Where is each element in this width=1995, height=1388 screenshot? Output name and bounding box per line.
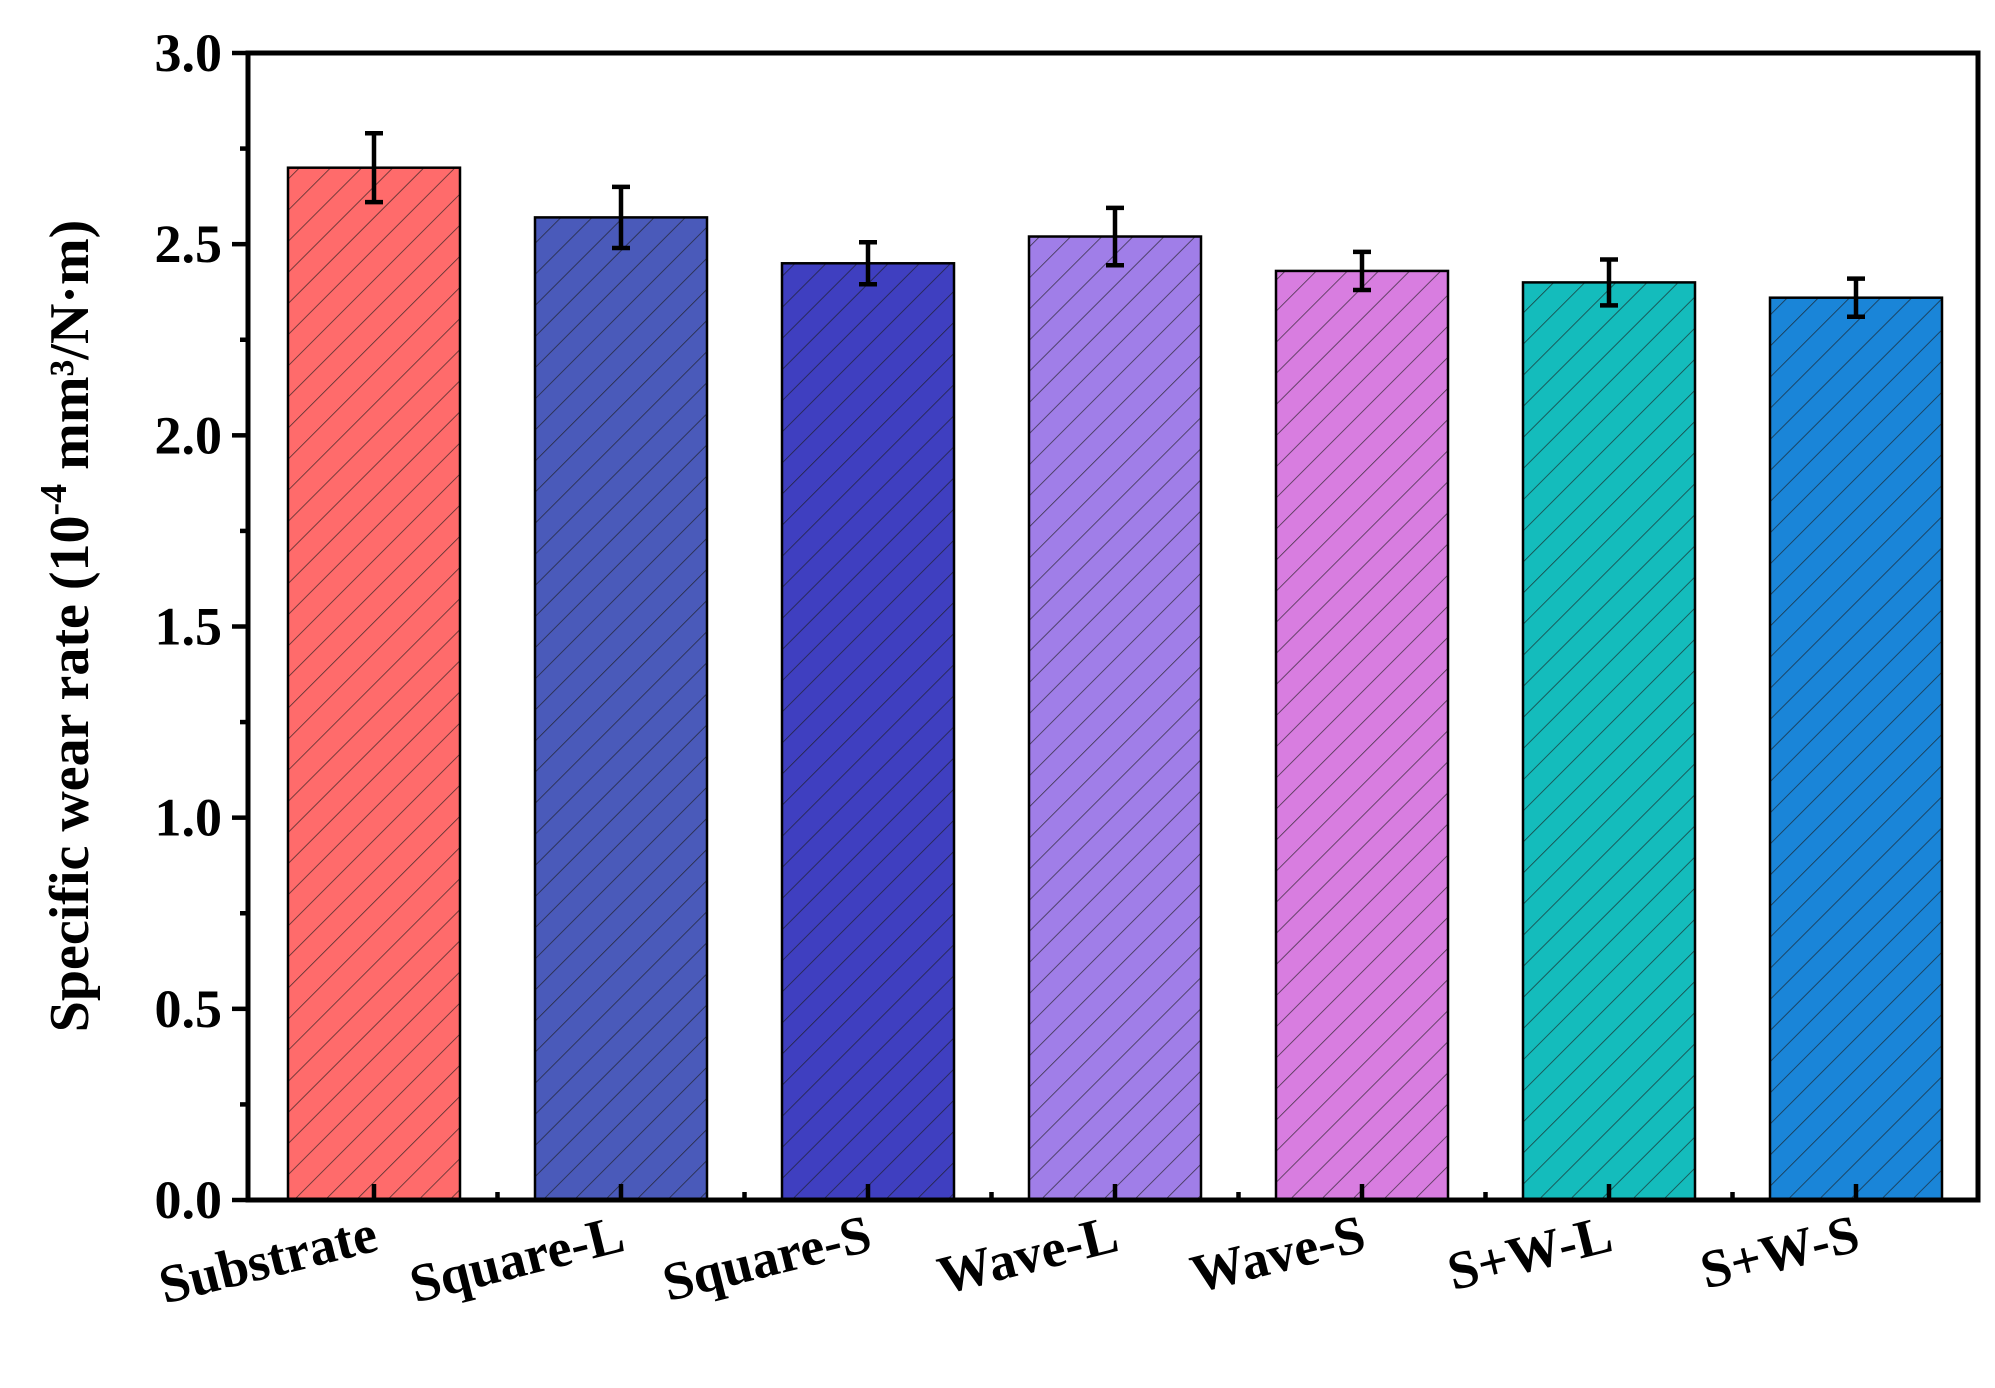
y-tick-label-0: 0.0 [155, 1170, 223, 1230]
y-axis-title-superscript: -4 [33, 484, 75, 516]
x-tick-label-2: Square-S [657, 1203, 877, 1313]
x-tick-label-3: Wave-L [932, 1203, 1124, 1305]
error-bar-6 [1847, 276, 1865, 320]
y-axis-title-unit: mm³/N·m) [39, 220, 101, 484]
error-bar-0 [365, 131, 383, 205]
bar-4 [1274, 269, 1450, 1202]
y-tick-label-3: 1.5 [155, 597, 223, 657]
x-tick-label-6: S+W-S [1694, 1203, 1865, 1300]
bar-hatch-1 [535, 217, 707, 1201]
error-bars-layer [365, 131, 1865, 320]
y-tick-label-1: 0.5 [155, 979, 223, 1039]
x-tick-label-1: Square-L [404, 1203, 630, 1314]
bar-hatch-2 [782, 263, 954, 1200]
error-bar-2 [859, 240, 877, 287]
bar-5 [1521, 281, 1697, 1202]
x-axis: Substrate Square-L Square-S Wave-L Wave-S S+W… [153, 1184, 1865, 1315]
y-tick-label-5: 2.5 [155, 214, 223, 274]
error-bar-4 [1353, 249, 1371, 293]
bar-hatch-6 [1770, 297, 1942, 1200]
y-axis: 0.0 0.5 1.0 1.5 2.0 2.5 3.0 [155, 23, 248, 1230]
bar-1 [533, 216, 709, 1202]
y-tick-label-6: 3.0 [155, 23, 223, 83]
bars-layer [286, 166, 1944, 1202]
error-bar-1 [612, 184, 630, 251]
y-tick-label-2: 1.0 [155, 788, 223, 848]
error-bar-3 [1106, 205, 1124, 268]
bar-0 [286, 166, 462, 1202]
bar-3 [1027, 235, 1203, 1202]
bar-hatch-5 [1523, 282, 1695, 1200]
y-tick-label-4: 2.0 [155, 405, 223, 465]
x-tick-label-4: Wave-S [1185, 1203, 1371, 1304]
y-axis-title-main: Specific wear rate (10 [39, 515, 101, 1032]
y-axis-title: Specific wear rate (10-4 mm³/N·m) [33, 220, 101, 1033]
x-tick-label-5: S+W-L [1442, 1203, 1618, 1302]
bar-hatch-0 [288, 167, 460, 1201]
error-bar-5 [1600, 257, 1618, 308]
bar-hatch-4 [1276, 270, 1448, 1200]
bar-hatch-3 [1029, 236, 1201, 1200]
bar-2 [780, 262, 956, 1202]
bar-6 [1768, 296, 1944, 1202]
